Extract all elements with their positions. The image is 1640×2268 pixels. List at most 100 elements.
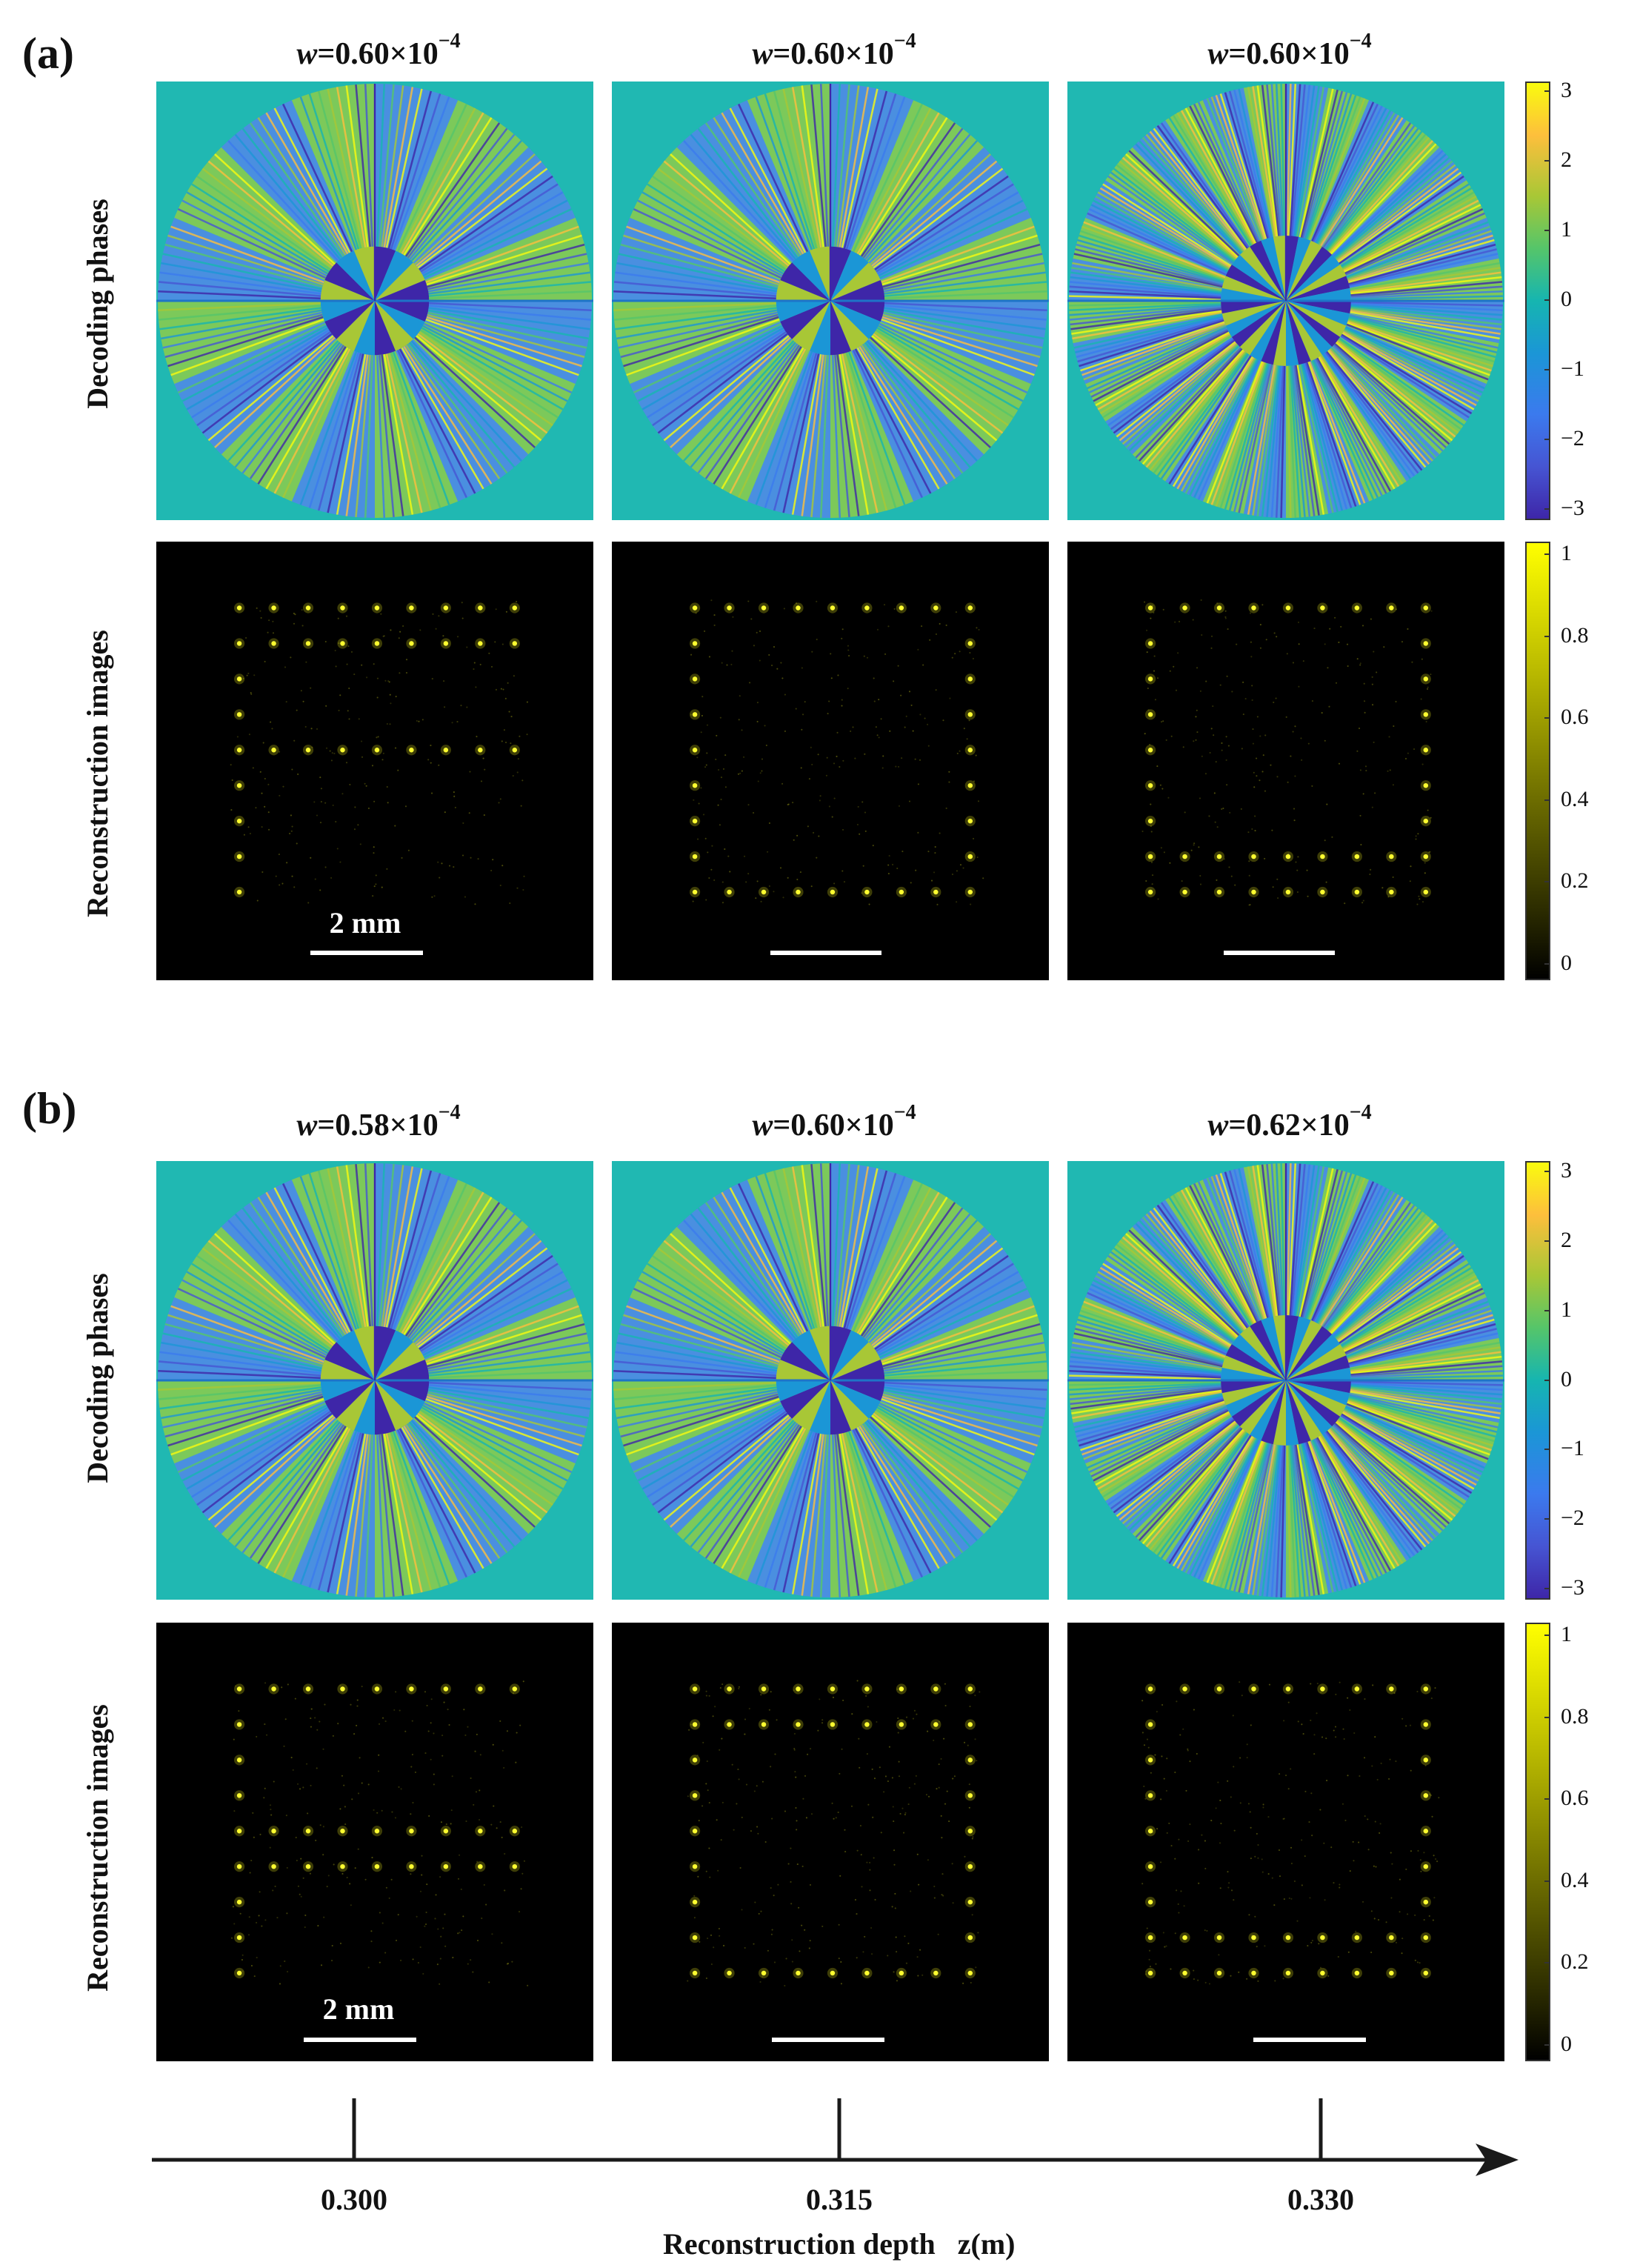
focal-spot	[761, 1722, 767, 1727]
speckle	[687, 1795, 689, 1798]
phase-stripe	[299, 351, 358, 505]
speckle	[796, 1863, 799, 1866]
speckle	[1365, 770, 1367, 772]
speckle	[373, 846, 375, 848]
phase-core-sector	[336, 250, 375, 301]
phase-core-sector	[324, 1380, 375, 1419]
speckle	[293, 622, 296, 625]
phase-stripe	[876, 191, 1019, 275]
speckle	[1185, 1789, 1187, 1792]
speckle	[917, 831, 919, 834]
speckle	[339, 694, 341, 696]
speckle	[894, 1892, 896, 1895]
speckle	[1239, 1681, 1241, 1683]
phase-stripe	[1327, 1213, 1427, 1331]
phase-stripe	[860, 1424, 956, 1559]
phase-stripe	[862, 1207, 964, 1338]
phase-stripe	[170, 1397, 324, 1456]
speckle	[481, 1917, 483, 1920]
colorbar-tick-mark	[1544, 1449, 1550, 1451]
speckle	[1424, 872, 1426, 874]
colorbar-tick-mark	[1544, 799, 1550, 801]
phase-stripe	[704, 1424, 801, 1559]
phase-stripe	[882, 1323, 1041, 1368]
phase-stripe	[364, 84, 374, 247]
phase-stripe	[241, 127, 343, 259]
speckle	[1254, 830, 1256, 832]
speckle	[461, 602, 463, 604]
phase-stripe	[864, 342, 971, 468]
speckle	[256, 1735, 258, 1738]
phase-stripe	[1266, 365, 1281, 518]
phase-stripe	[791, 353, 822, 515]
speckle	[693, 799, 695, 801]
speckle	[1165, 1789, 1167, 1792]
speckle	[1416, 903, 1419, 905]
speckle	[1419, 1962, 1421, 1964]
focal-spot	[1354, 605, 1360, 611]
phase-stripe	[1176, 1191, 1255, 1325]
speckle	[1227, 1780, 1229, 1782]
phase-stripe	[663, 1414, 790, 1521]
speckle	[1219, 1799, 1221, 1802]
speckle	[1364, 1698, 1366, 1700]
focal-spot	[236, 1935, 242, 1941]
phase-core-sector	[1286, 301, 1299, 366]
speckle	[1261, 604, 1264, 606]
speckle	[356, 1705, 359, 1707]
speckle	[389, 694, 391, 696]
phase-stripe	[834, 1163, 850, 1327]
speckle	[959, 651, 961, 653]
focal-spot	[512, 1686, 518, 1692]
speckle	[310, 1708, 313, 1710]
focal-spot	[1423, 1722, 1429, 1727]
speckle	[968, 1783, 970, 1786]
speckle	[424, 1691, 427, 1693]
phase-stripe	[1189, 359, 1259, 496]
speckle	[1150, 803, 1152, 805]
speckle	[1176, 1700, 1178, 1703]
phase-stripe	[207, 1240, 334, 1346]
speckle	[283, 1745, 285, 1747]
phase-stripe	[273, 1428, 351, 1574]
phase-stripe	[1343, 330, 1479, 402]
focal-spot	[1285, 1935, 1291, 1941]
speckle	[1290, 1863, 1293, 1865]
focal-spot	[305, 1686, 311, 1692]
speckle	[279, 884, 281, 886]
phase-stripe	[427, 1341, 589, 1372]
speckle	[461, 617, 464, 619]
speckle	[505, 611, 507, 613]
phase-stripe	[1349, 253, 1499, 288]
phase-stripe	[1081, 1305, 1225, 1360]
phase-stripe	[1295, 1165, 1320, 1317]
speckle	[833, 797, 836, 799]
speckle	[745, 881, 747, 883]
speckle	[343, 1784, 345, 1786]
phase-stripe	[158, 302, 321, 312]
phase-stripe	[1350, 295, 1503, 301]
speckle	[1313, 1753, 1316, 1755]
speckle	[807, 825, 809, 828]
speckle	[393, 1709, 396, 1712]
phase-stripe	[1266, 84, 1281, 236]
speckle	[521, 779, 524, 782]
phase-stripe	[755, 1176, 813, 1330]
phase-stripe	[626, 225, 780, 284]
phase-stripe	[1135, 347, 1242, 459]
speckle	[719, 1749, 721, 1751]
speckle	[399, 631, 401, 633]
speckle	[410, 1873, 412, 1875]
speckle	[316, 814, 319, 817]
phase-stripe	[1189, 1438, 1259, 1576]
phase-stripe	[249, 1424, 345, 1559]
speckle	[770, 1691, 772, 1693]
phase-stripe	[1328, 1429, 1430, 1545]
phase-stripe	[860, 345, 956, 479]
phase-stripe	[1081, 225, 1225, 280]
speckle	[335, 665, 337, 668]
speckle	[1427, 686, 1429, 688]
speckle	[1256, 1946, 1258, 1948]
phase-stripe	[191, 329, 330, 419]
focal-spot	[1216, 1970, 1222, 1976]
